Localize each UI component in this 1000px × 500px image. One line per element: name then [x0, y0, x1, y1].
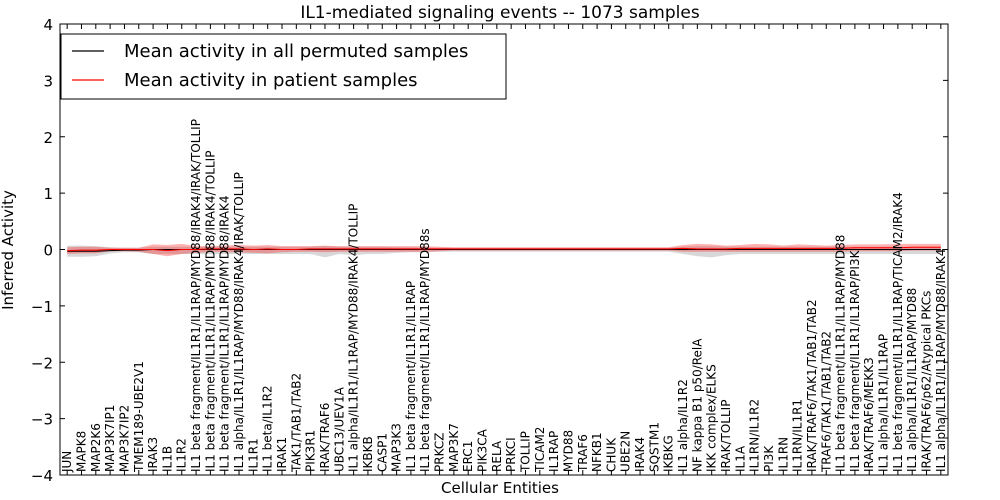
x-tick-label: TAK1/TAB1/TAB2 [289, 373, 303, 473]
x-tick-label: IL1 beta fragment/IL1R1/IL1RAP/MYD88/IRA… [203, 151, 217, 472]
plot-frame [59, 23, 949, 476]
x-tick-label: IL1 alpha/IL1R2 [676, 379, 690, 472]
x-tick-label: NFKB1 [590, 432, 604, 472]
x-tick-label: IL1 alpha/IL1R1/IL1RAP/MYD88/IRAK4/TOLLI… [347, 204, 361, 472]
x-tick-label: IRAK4 [633, 437, 647, 472]
x-tick-label: IL1 beta fragment/IL1R1/IL1RAP/MYD88 [834, 235, 848, 472]
x-tick-label: IRAK1 [275, 437, 289, 472]
x-tick-label: IL1R2 [175, 438, 189, 472]
x-tick-label: SQSTM1 [647, 422, 661, 472]
x-tick-label: IL1B [160, 446, 174, 472]
x-tick-label: IL1R1 [246, 438, 260, 472]
x-tick-label: TRAF6/TAK1/TAB1/TAB2 [819, 331, 833, 473]
y-tick-label: 3 [43, 72, 53, 90]
y-tick-label: −4 [31, 467, 53, 485]
series-lines [67, 246, 941, 252]
x-tick-label: IL1RAP [547, 431, 561, 472]
series-line-patient [67, 246, 941, 252]
x-tick-label: MAPK8 [75, 431, 89, 472]
y-axis-label: Inferred Activity [0, 190, 17, 310]
x-tick-label: UBE2N [619, 431, 633, 472]
legend-label: Mean activity in patient samples [124, 70, 418, 91]
legend: Mean activity in all permuted samples Mea… [60, 33, 507, 100]
legend-box [60, 33, 507, 100]
x-tick-label: IL1 beta fragment/IL1R1/IL1RAP/MYD88s [418, 228, 432, 472]
band-patient [67, 243, 941, 257]
x-tick-label: MAP3K7 [447, 423, 461, 472]
legend-label: Mean activity in all permuted samples [124, 41, 468, 62]
y-tick-label: −3 [31, 411, 53, 429]
x-tick-label: CHUK [604, 437, 618, 472]
x-tick-label: IL1 beta fragment/IL1R1/IL1RAP [404, 281, 418, 472]
axis-ticks: −4 −3 −2 −1 0 1 2 3 4 [31, 16, 948, 485]
x-tick-label: MAP3K7IP2 [118, 405, 132, 472]
x-tick-label: IL1A [733, 445, 747, 472]
x-tick-label: IKBKB [361, 436, 375, 472]
x-tick-label: IKBKG [662, 435, 676, 472]
y-tick-label: 2 [43, 129, 53, 147]
x-tick-label: PIK3R1 [304, 430, 318, 472]
x-tick-label: IL1 beta/IL1R2 [261, 385, 275, 472]
x-tick-label: IKK complex/ELKS [705, 364, 719, 472]
x-tick-label: IL1 beta fragment/IL1R1/IL1RAP/TICAM2/IR… [891, 192, 905, 472]
x-tick-label: TRAF6 [576, 434, 590, 473]
x-tick-label: MAP3K3 [390, 423, 404, 472]
x-tick-label: IL1 beta fragment/IL1R1/IL1RAP/MYD88/IRA… [218, 195, 232, 472]
y-tick-label: 4 [43, 16, 53, 34]
x-axis-label: Cellular Entities [441, 479, 559, 497]
x-tick-label: IRAK/TRAF6/MEKK3 [862, 357, 876, 472]
x-tick-label: IL1RN/IL1R1 [791, 399, 805, 472]
x-tick-label: MAP3K7IP1 [103, 405, 117, 472]
x-tick-label: IL1 alpha/IL1R1/IL1RAP/MYD88 [905, 288, 919, 472]
x-tick-label: IL1 beta fragment/IL1R1/IL1RAP/PI3K [848, 249, 862, 472]
x-tick-label: TMEM189-UBE2V1 [132, 361, 146, 473]
x-tick-label: IL1 beta fragment/IL1R1/IL1RAP/MYD88/IRA… [189, 119, 203, 472]
x-tick-label: PIK3CA [476, 428, 490, 472]
x-tick-labels: JUN MAPK8 MAP2K6 MAP3K7IP1 MAP3K7IP2 TMEM189-… [60, 119, 948, 473]
y-tick-label: −1 [31, 298, 53, 316]
x-tick-label: TOLLIP [519, 431, 533, 473]
x-tick-label: IL1 alpha/IL1R1/IL1RAP [877, 334, 891, 472]
x-tick-label: MYD88 [562, 430, 576, 472]
x-tick-label: IRAK/TRAF6/p62/Atypical PKCs [920, 291, 934, 472]
x-tick-label: IRAK/TRAF6 [318, 403, 332, 472]
x-tick-label: JUN [60, 451, 74, 473]
x-tick-label: TICAM2 [533, 427, 547, 473]
series-line-permuted [67, 249, 941, 252]
x-tick-label: IRAK3 [146, 437, 160, 472]
x-tick-label: IL1RN/IL1R2 [748, 399, 762, 472]
x-tick-label: PRKCZ [433, 433, 447, 472]
y-tick-label: 1 [43, 185, 53, 203]
x-tick-label: IRAK/TRAF6/TAK1/TAB1/TAB2 [805, 299, 819, 472]
x-tick-label: IRAK/TOLLIP [719, 400, 733, 472]
chart-title: IL1-mediated signaling events -- 1073 sa… [300, 3, 700, 23]
x-tick-label: PRKCI [504, 437, 518, 472]
x-tick-label: CASP1 [375, 433, 389, 472]
y-tick-label: 0 [43, 242, 53, 260]
y-tick-label: −2 [31, 354, 53, 372]
x-tick-label: UBC13/UEV1A [332, 386, 346, 472]
x-tick-label: RELA [490, 440, 504, 472]
x-tick-label: NF kappa B1 p50/RelA [690, 338, 704, 472]
x-tick-label: PI3K [762, 445, 776, 472]
x-tick-label: ERC1 [461, 441, 475, 472]
x-tick-label: IL1 alpha/IL1R1/IL1RAP/MYD88/IRAK4 [934, 249, 948, 472]
x-tick-label: MAP2K6 [89, 423, 103, 472]
x-tick-label: IL1RN [776, 437, 790, 472]
x-tick-label: IL1 alpha/IL1R1/IL1RAP/MYD88/IRAK4/IRAK/… [232, 172, 246, 472]
